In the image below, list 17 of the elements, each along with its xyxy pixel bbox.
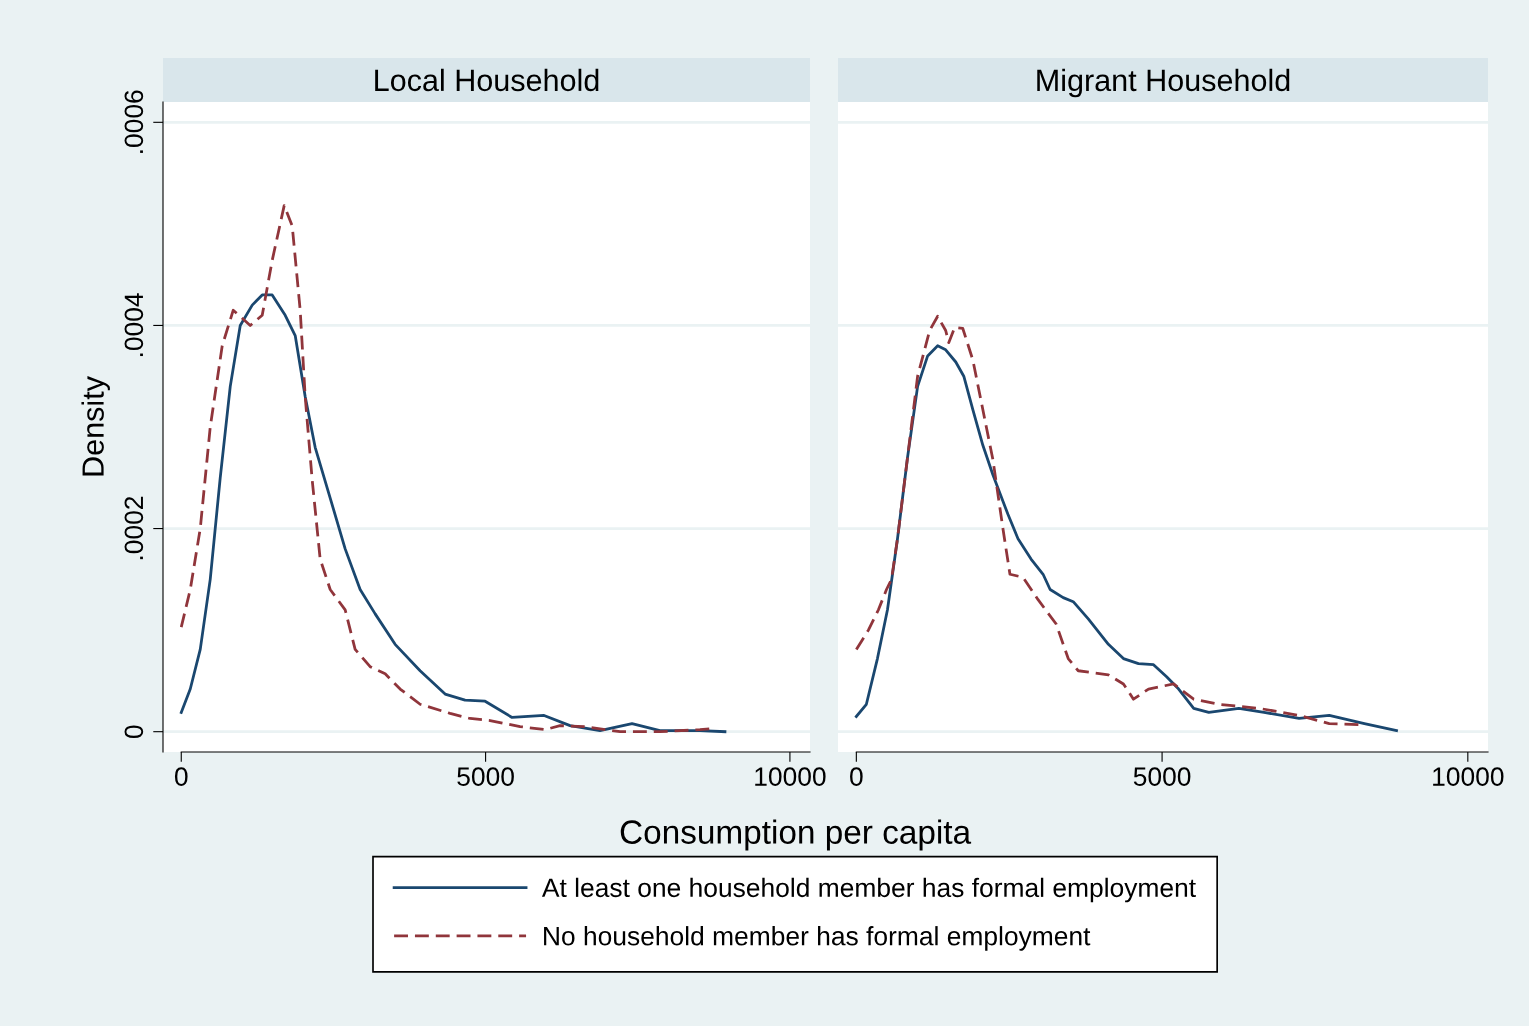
legend-label: At least one household member has formal employment	[541, 877, 1196, 903]
y-tick-label: .0006	[124, 90, 144, 153]
y-tick-label: .0002	[124, 496, 144, 560]
x-tick-label: 5000	[1133, 767, 1191, 786]
x-tick-label: 0	[174, 767, 188, 786]
x-tick-label: 10000	[1433, 767, 1504, 786]
x-tick-label: 5000	[457, 767, 514, 786]
line-series	[179, 293, 727, 734]
x-tick-label: 10000	[755, 767, 826, 786]
chart-title: Local Household	[375, 68, 599, 92]
y-tick-label: .0004	[124, 293, 144, 357]
y-axis-title: Density	[81, 376, 110, 476]
legend-label: No household member has formal employment	[544, 926, 1091, 951]
y-tick-label: 0	[124, 725, 144, 738]
x-axis-title: Consumption per capita	[620, 819, 972, 851]
x-tick-label: 0	[850, 767, 863, 786]
chart-title: Migrant Household	[1037, 68, 1290, 98]
